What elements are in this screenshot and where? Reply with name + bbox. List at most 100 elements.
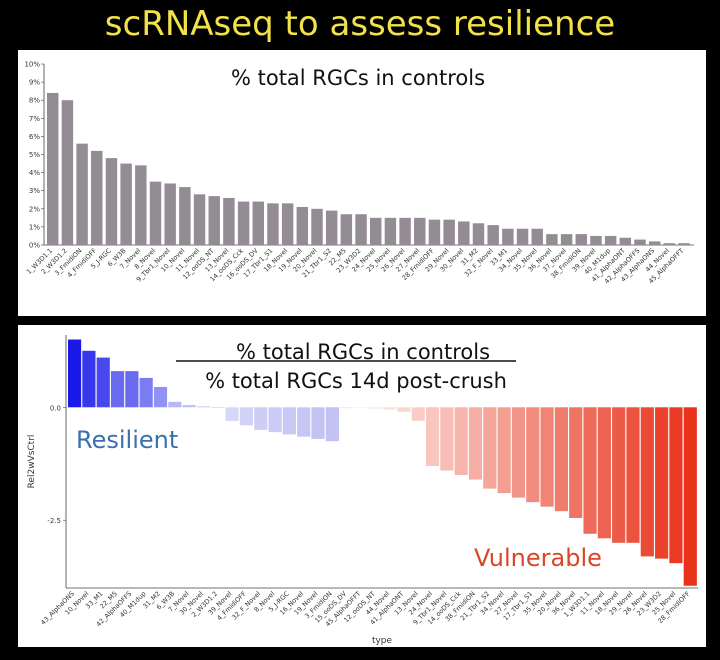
y-tick-label: 5% (29, 151, 40, 159)
resilient-annotation: Resilient (76, 426, 178, 454)
bar (531, 228, 543, 245)
bar (296, 206, 309, 245)
bar (282, 407, 296, 435)
bar (590, 235, 602, 245)
bar (384, 217, 397, 245)
bar (340, 407, 354, 409)
bar (82, 350, 96, 408)
bar (516, 228, 529, 245)
bar (105, 158, 118, 245)
chart-title: % total RGCs in controls (231, 66, 485, 90)
bar (569, 407, 583, 518)
bar (354, 407, 368, 409)
bar (225, 407, 239, 421)
y-axis-label: Rel2wVsCtrl (27, 435, 37, 489)
bar (311, 208, 323, 245)
bar (355, 214, 367, 245)
bar (208, 196, 220, 245)
bar (91, 150, 103, 245)
bar (135, 165, 147, 245)
bar (454, 407, 468, 476)
bar (425, 407, 440, 467)
bar (497, 407, 511, 494)
bar (252, 201, 264, 245)
bar (61, 100, 74, 245)
bar (619, 237, 632, 245)
chart-title-denominator: % total RGCs 14d post-crush (205, 369, 507, 393)
ratio-bar-chart: 0.0-2.5Rel2wVsCtrltype43_AlphaONS10_Nove… (27, 335, 698, 646)
bar (164, 183, 176, 245)
bar (325, 210, 338, 245)
y-tick-label: 9% (29, 79, 40, 87)
bar (239, 407, 253, 426)
bar (281, 203, 294, 245)
bar (546, 234, 558, 245)
bar (223, 197, 235, 245)
bar (297, 407, 311, 437)
bar (414, 217, 426, 245)
bar (311, 407, 325, 439)
bar (468, 407, 483, 480)
bar (583, 407, 597, 534)
y-tick-label: 8% (29, 97, 40, 105)
bar (325, 407, 339, 442)
bar (149, 181, 162, 245)
bar (443, 219, 455, 245)
bar (458, 221, 470, 245)
bar (626, 407, 640, 543)
bar (370, 217, 382, 245)
bar (193, 194, 206, 245)
bar (399, 217, 411, 245)
bar (683, 407, 697, 586)
bar (634, 239, 646, 245)
bar (139, 377, 153, 408)
bar (560, 234, 573, 245)
y-tick-label: 7% (29, 115, 40, 123)
bar (110, 371, 125, 408)
bar (397, 407, 411, 412)
x-axis-label: type (372, 636, 393, 646)
y-tick-label: 0.0 (50, 404, 61, 412)
bar (669, 407, 683, 564)
bar (96, 357, 110, 408)
bar (597, 407, 611, 539)
bar (196, 406, 211, 408)
bar (526, 407, 540, 503)
bar (76, 143, 88, 245)
bar (487, 225, 499, 245)
y-tick-label: 0% (29, 242, 40, 250)
bar (383, 407, 397, 410)
chart-panel-controls: 0% 1% 2% 3% 4% 5% 6% 7% 8% 9% 10% 1_W3D1.1 2_W3D1.2 3… (18, 50, 706, 316)
bar (440, 407, 454, 471)
y-tick-label: 6% (29, 133, 40, 141)
bar (179, 187, 191, 245)
bar (612, 407, 626, 543)
bar (604, 235, 617, 245)
chart-panel-ratio: 0.0 -2.5 Rel2wVsCtrl type 43_AlphaONS 10_Nove… (18, 325, 706, 647)
bar (237, 201, 250, 245)
bar (655, 407, 669, 559)
bar (340, 214, 353, 245)
bar (182, 405, 196, 408)
vulnerable-annotation: Vulnerable (474, 544, 602, 572)
bar (640, 407, 654, 557)
bar (268, 407, 282, 433)
bar (168, 401, 182, 408)
bar (47, 92, 59, 246)
bar (540, 407, 554, 507)
bar (502, 228, 514, 245)
y-tick-label: 4% (29, 169, 40, 177)
bar (575, 234, 587, 245)
bar (368, 407, 382, 409)
y-tick-label: 1% (29, 223, 40, 231)
bar (483, 407, 497, 489)
bar (472, 223, 485, 245)
bar (68, 339, 82, 408)
bar (428, 219, 441, 245)
chart-title-numerator: % total RGCs in controls (236, 340, 490, 364)
bar (125, 371, 139, 408)
y-tick-label: 2% (29, 205, 40, 213)
bar (648, 241, 661, 245)
bar (267, 203, 279, 245)
bar (120, 163, 132, 245)
